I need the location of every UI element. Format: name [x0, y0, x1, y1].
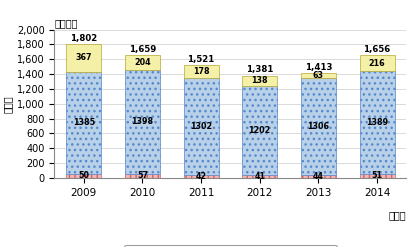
- Bar: [242, 76, 277, 86]
- Bar: [184, 78, 219, 175]
- Text: 1,381: 1,381: [246, 65, 274, 74]
- Bar: [301, 73, 336, 78]
- Text: 1,521: 1,521: [187, 55, 215, 64]
- Bar: [66, 44, 101, 72]
- Text: （億円）: （億円）: [54, 18, 78, 28]
- Text: 216: 216: [369, 59, 385, 68]
- Text: 138: 138: [251, 76, 268, 85]
- Text: 57: 57: [137, 171, 148, 180]
- Text: 1389: 1389: [366, 118, 388, 127]
- Text: 367: 367: [75, 53, 92, 62]
- Bar: [360, 55, 395, 71]
- Text: 1202: 1202: [248, 126, 271, 135]
- Text: 1306: 1306: [308, 122, 329, 131]
- Text: 50: 50: [78, 171, 89, 181]
- Text: 1,656: 1,656: [363, 45, 391, 54]
- Bar: [242, 86, 277, 175]
- Bar: [66, 72, 101, 174]
- Bar: [301, 175, 336, 178]
- Bar: [301, 78, 336, 175]
- Text: 1398: 1398: [132, 117, 153, 126]
- Text: 178: 178: [193, 67, 210, 76]
- Legend: その他NW関連機器, データ通信機器, 基地局: その他NW関連機器, データ通信機器, 基地局: [124, 245, 336, 247]
- Text: 204: 204: [134, 58, 151, 67]
- Text: （年）: （年）: [389, 210, 406, 220]
- Bar: [360, 71, 395, 174]
- Text: 1,802: 1,802: [70, 34, 98, 43]
- Bar: [242, 175, 277, 178]
- Text: 44: 44: [313, 172, 324, 181]
- Text: 1,413: 1,413: [305, 63, 332, 72]
- Text: 1302: 1302: [190, 122, 212, 131]
- Text: 63: 63: [313, 71, 324, 80]
- Bar: [184, 175, 219, 178]
- Text: 41: 41: [254, 172, 265, 181]
- Text: 42: 42: [196, 172, 207, 181]
- Text: 1385: 1385: [73, 118, 95, 127]
- Text: 1,659: 1,659: [129, 44, 156, 54]
- Bar: [66, 174, 101, 178]
- Bar: [184, 65, 219, 78]
- Bar: [125, 174, 160, 178]
- Bar: [125, 70, 160, 174]
- Text: 51: 51: [372, 171, 383, 181]
- Y-axis label: 輸出額: 輸出額: [3, 95, 13, 113]
- Bar: [125, 55, 160, 70]
- Bar: [360, 174, 395, 178]
